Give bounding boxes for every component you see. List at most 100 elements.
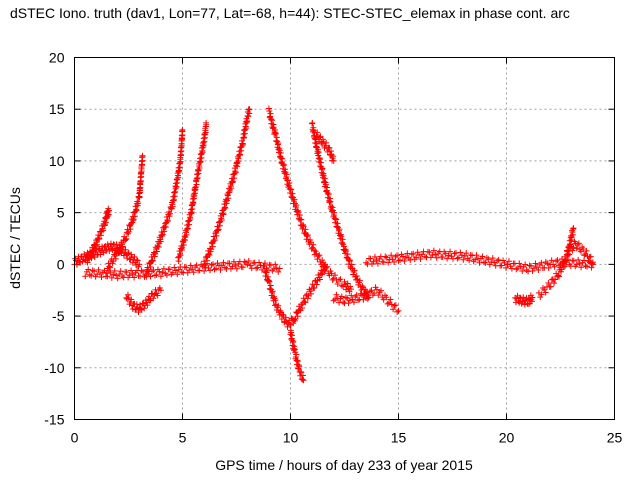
data-point — [407, 256, 414, 263]
data-point — [473, 252, 480, 259]
data-point — [137, 306, 144, 313]
x-tick-label: 10 — [283, 430, 299, 446]
data-points — [71, 105, 596, 384]
plot-frame — [74, 57, 615, 420]
data-point — [338, 293, 345, 300]
data-point — [117, 268, 124, 275]
data-point — [328, 270, 335, 277]
data-point — [332, 272, 339, 279]
data-point — [97, 251, 104, 258]
data-point — [312, 248, 319, 255]
data-point — [310, 241, 317, 248]
data-point — [124, 291, 131, 298]
data-point — [178, 268, 185, 275]
data-point — [414, 249, 421, 256]
data-point — [460, 256, 467, 263]
data-point — [330, 297, 337, 304]
data-point — [151, 249, 158, 256]
data-point — [363, 259, 370, 266]
data-point — [343, 247, 350, 254]
data-point — [282, 314, 289, 321]
data-point — [538, 291, 545, 298]
data-point — [230, 258, 237, 265]
data-point — [232, 262, 239, 269]
data-point — [337, 276, 344, 283]
data-point — [394, 252, 401, 259]
data-point — [184, 269, 191, 276]
data-point — [183, 231, 190, 238]
data-point — [138, 168, 145, 175]
data-point — [392, 253, 399, 260]
data-point — [330, 153, 337, 160]
data-point — [85, 266, 92, 273]
series-arc-18 — [563, 238, 596, 267]
data-point — [314, 256, 321, 263]
data-point — [542, 259, 549, 266]
data-point — [314, 146, 321, 153]
data-point — [207, 267, 214, 274]
data-point — [220, 259, 227, 266]
data-point — [295, 209, 302, 216]
data-point — [245, 257, 252, 264]
data-point — [267, 262, 274, 269]
data-point — [467, 252, 474, 259]
data-point — [233, 265, 240, 272]
data-point — [151, 272, 158, 279]
data-point — [565, 251, 572, 258]
data-point — [190, 269, 197, 276]
series-arc-1 — [71, 240, 143, 270]
data-point — [264, 266, 271, 273]
data-point — [346, 297, 353, 304]
data-point — [458, 252, 465, 259]
data-point — [269, 117, 276, 124]
data-point — [276, 147, 283, 154]
data-point — [570, 225, 577, 232]
data-point — [147, 273, 154, 280]
data-point — [514, 265, 521, 272]
data-point — [383, 294, 390, 301]
data-point — [91, 268, 98, 275]
data-point — [245, 113, 252, 120]
data-point — [170, 196, 177, 203]
data-point — [578, 264, 585, 271]
data-point — [122, 246, 129, 253]
data-point — [348, 292, 355, 299]
data-point — [552, 276, 559, 283]
data-point — [235, 158, 242, 165]
data-point — [179, 126, 186, 133]
x-tick-label: 0 — [71, 430, 79, 446]
data-point — [149, 257, 156, 264]
data-point — [215, 226, 222, 233]
data-point — [574, 241, 581, 248]
data-point — [128, 267, 135, 274]
data-point — [302, 299, 309, 306]
grid — [74, 57, 615, 420]
data-point — [545, 265, 552, 272]
data-point — [97, 232, 104, 239]
series-arc-6 — [175, 119, 210, 265]
data-point — [391, 302, 398, 309]
data-point — [334, 281, 341, 288]
data-point — [444, 255, 451, 262]
data-point — [328, 148, 334, 155]
data-point — [346, 257, 353, 264]
data-point — [367, 288, 374, 295]
data-point — [119, 273, 126, 280]
data-point — [131, 274, 138, 281]
data-point — [128, 251, 135, 258]
data-point — [513, 266, 520, 273]
series-arc-7 — [201, 106, 253, 269]
data-point — [294, 358, 301, 365]
data-point — [556, 273, 563, 280]
data-point — [541, 286, 548, 293]
data-point — [201, 267, 208, 274]
data-point — [333, 291, 340, 298]
data-point — [530, 265, 537, 272]
data-point — [401, 257, 408, 264]
data-point — [532, 260, 539, 267]
data-point — [508, 265, 515, 272]
data-point — [124, 250, 131, 257]
data-point — [200, 142, 207, 149]
data-point — [387, 296, 394, 303]
